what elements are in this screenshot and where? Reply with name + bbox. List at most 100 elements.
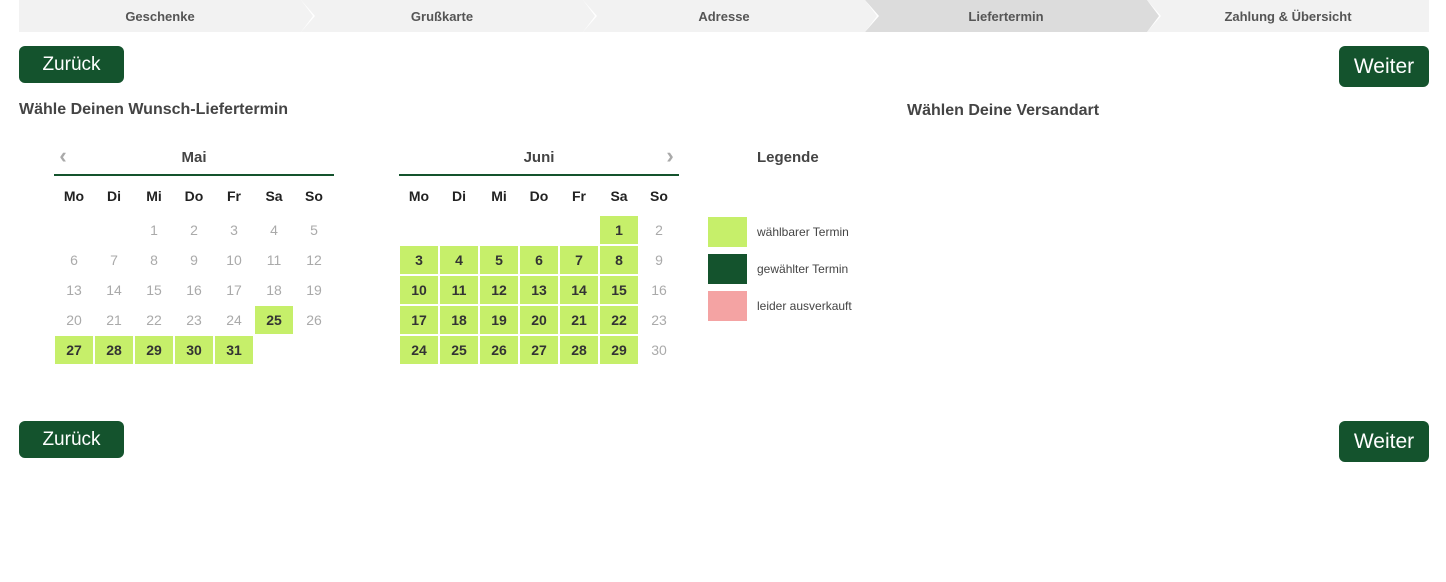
- calendar-day-available[interactable]: 17: [400, 306, 438, 334]
- calendar-day-disabled: 9: [190, 252, 198, 268]
- calendar-header: ‹ Mai: [54, 140, 334, 176]
- day-grid: 1 2 3 4 5 6 7 8 9 10 11 12 13 14 15 16 17 18 19 20 21 22 23 24 2…: [54, 216, 334, 366]
- calendar-day-disabled: 6: [70, 252, 78, 268]
- calendar-day-available[interactable]: 8: [600, 246, 638, 274]
- calendar-day-available[interactable]: 21: [560, 306, 598, 334]
- calendar-day-disabled: 8: [150, 252, 158, 268]
- calendar-day-available[interactable]: 24: [400, 336, 438, 364]
- step-label: Grußkarte: [410, 8, 474, 24]
- legend-label: gewählter Termin: [757, 262, 849, 276]
- step-geschenke[interactable]: Geschenke: [19, 0, 315, 32]
- calendar-day-available[interactable]: 20: [520, 306, 558, 334]
- calendar-day-available[interactable]: 10: [400, 276, 438, 304]
- legend-swatch: [708, 291, 747, 321]
- calendar-day-disabled: 2: [655, 222, 663, 238]
- step-adresse[interactable]: Adresse: [583, 0, 879, 32]
- calendar-day-disabled: 23: [186, 312, 202, 328]
- shipping-method-heading: Wählen Deine Versandart: [907, 102, 1100, 119]
- step-liefertermin[interactable]: Liefertermin: [865, 0, 1161, 32]
- calendar-day-available[interactable]: 31: [215, 336, 253, 364]
- weekday-label: Mo: [63, 188, 85, 204]
- calendar-day-available[interactable]: 28: [95, 336, 133, 364]
- calendar-day-available[interactable]: 26: [480, 336, 518, 364]
- calendar-header: Juni ›: [399, 140, 679, 176]
- calendar-day-disabled: 24: [226, 312, 242, 328]
- calendar-day-available[interactable]: 28: [560, 336, 598, 364]
- calendar-day-disabled: 2: [190, 222, 198, 238]
- back-button-bottom[interactable]: Zurück: [19, 421, 124, 458]
- next-button-bottom[interactable]: Weiter: [1339, 421, 1429, 462]
- calendar-day-disabled: 1: [150, 222, 158, 238]
- weekday-label: Do: [529, 188, 549, 204]
- calendar-day-available[interactable]: 18: [440, 306, 478, 334]
- calendar-day-available[interactable]: 7: [560, 246, 598, 274]
- calendar-day-disabled: 9: [655, 252, 663, 268]
- legend-item-selected: gewählter Termin: [708, 254, 848, 284]
- calendar-day-disabled: 13: [66, 282, 82, 298]
- weekday-label: Di: [452, 188, 466, 204]
- back-button-top[interactable]: Zurück: [19, 46, 124, 83]
- step-label: Adresse: [698, 8, 750, 24]
- step-label: Geschenke: [125, 8, 195, 24]
- calendar-day-available[interactable]: 13: [520, 276, 558, 304]
- calendar-day-available[interactable]: 30: [175, 336, 213, 364]
- weekday-label: Mi: [146, 188, 162, 204]
- chevron-right-icon[interactable]: ›: [666, 143, 674, 168]
- calendar-day-disabled: 3: [230, 222, 238, 238]
- calendar-day-available[interactable]: 11: [440, 276, 478, 304]
- calendar-day-available[interactable]: 29: [135, 336, 173, 364]
- weekday-row: Mo Di Mi Do Fr Sa So: [399, 176, 679, 216]
- weekday-label: Do: [184, 188, 204, 204]
- calendar-day-disabled: 17: [226, 282, 242, 298]
- calendar-day-available[interactable]: 19: [480, 306, 518, 334]
- weekday-label: Sa: [265, 188, 283, 204]
- calendar-day-disabled: 14: [106, 282, 122, 298]
- day-grid: 1 2 3 4 5 6 7 8 9 10 11 12 13 14 15 16 17 18 19 20 21 22 23 24 2…: [399, 216, 679, 366]
- calendar-day-available[interactable]: 27: [520, 336, 558, 364]
- calendar-day-disabled: 15: [146, 282, 162, 298]
- step-grusskarte[interactable]: Grußkarte: [301, 0, 597, 32]
- next-button-top[interactable]: Weiter: [1339, 46, 1429, 87]
- calendar-day-disabled: 5: [310, 222, 318, 238]
- calendar-day-available[interactable]: 12: [480, 276, 518, 304]
- month-title: Mai: [181, 148, 207, 166]
- calendar-day-disabled: 16: [651, 282, 667, 298]
- calendar-may: ‹ Mai Mo Di Mi Do Fr Sa So 1 2 3 4 5 6 7 8 9 10 11 12 13 14…: [54, 140, 334, 366]
- calendar-day-available[interactable]: 15: [600, 276, 638, 304]
- progress-steps: Geschenke Grußkarte Adresse Liefertermin…: [19, 0, 1429, 32]
- calendar-day-disabled: 16: [186, 282, 202, 298]
- weekday-label: So: [305, 188, 323, 204]
- weekday-label: Fr: [227, 188, 241, 204]
- step-label: Liefertermin: [968, 8, 1044, 24]
- calendar-day-available[interactable]: 5: [480, 246, 518, 274]
- calendar-day-available[interactable]: 6: [520, 246, 558, 274]
- calendar-day-disabled: 26: [306, 312, 322, 328]
- delivery-date-heading: Wähle Deinen Wunsch-Liefertermin: [19, 101, 289, 118]
- legend-swatch: [708, 254, 747, 284]
- weekday-row: Mo Di Mi Do Fr Sa So: [54, 176, 334, 216]
- calendar-day-available[interactable]: 1: [600, 216, 638, 244]
- legend-item-soldout: leider ausverkauft: [708, 291, 852, 321]
- weekday-label: So: [650, 188, 668, 204]
- step-zahlung[interactable]: Zahlung & Übersicht: [1147, 0, 1429, 32]
- month-title: Juni: [523, 148, 555, 166]
- calendar-day-disabled: 30: [651, 342, 667, 358]
- calendar-day-available[interactable]: 4: [440, 246, 478, 274]
- weekday-label: Sa: [610, 188, 628, 204]
- weekday-label: Fr: [572, 188, 586, 204]
- calendar-day-available[interactable]: 22: [600, 306, 638, 334]
- calendar-day-disabled: 20: [66, 312, 82, 328]
- calendar-day-available[interactable]: 25: [255, 306, 293, 334]
- weekday-label: Di: [107, 188, 121, 204]
- calendar-day-disabled: 23: [651, 312, 667, 328]
- calendar-day-available[interactable]: 25: [440, 336, 478, 364]
- calendar-day-available[interactable]: 27: [55, 336, 93, 364]
- calendar-day-disabled: 7: [110, 252, 118, 268]
- calendar-day-available[interactable]: 3: [400, 246, 438, 274]
- chevron-left-icon[interactable]: ‹: [59, 143, 67, 168]
- calendar-day-disabled: 19: [306, 282, 322, 298]
- calendar-day-disabled: 10: [226, 252, 242, 268]
- calendar-day-available[interactable]: 14: [560, 276, 598, 304]
- calendar-day-available[interactable]: 29: [600, 336, 638, 364]
- calendar-day-disabled: 4: [270, 222, 278, 238]
